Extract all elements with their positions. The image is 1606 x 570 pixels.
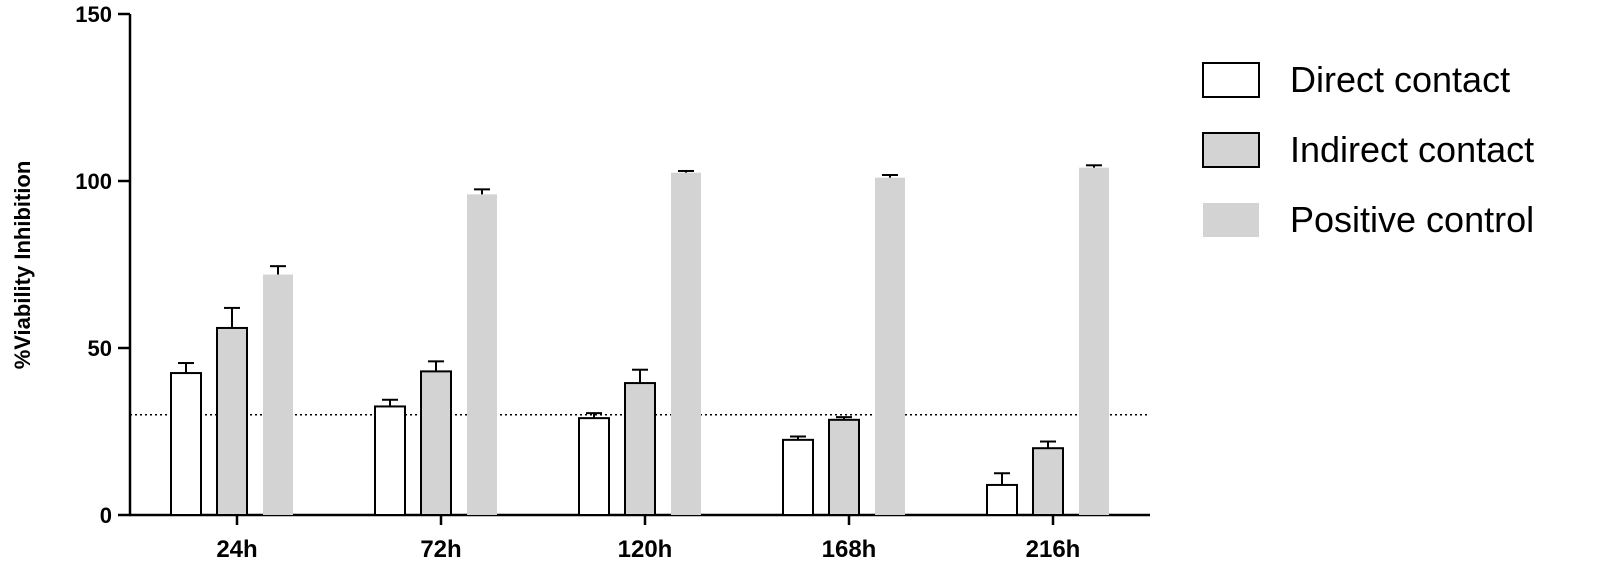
legend-swatch bbox=[1202, 132, 1260, 168]
x-tick-label: 168h bbox=[822, 536, 877, 563]
legend-label: Indirect contact bbox=[1290, 129, 1534, 170]
bar-positive-control bbox=[671, 172, 701, 515]
legend-label: Positive control bbox=[1290, 199, 1534, 240]
y-tick-label: 100 bbox=[75, 169, 112, 194]
bar-direct-contact bbox=[782, 438, 814, 517]
legend-swatch bbox=[1203, 203, 1259, 237]
legend-swatch bbox=[1202, 62, 1260, 98]
bar-direct-contact bbox=[578, 417, 610, 517]
bar-indirect-contact bbox=[420, 370, 452, 516]
x-tick-label: 216h bbox=[1026, 536, 1081, 563]
bar-direct-contact bbox=[170, 372, 202, 516]
y-axis-label: %Viability Inhibition bbox=[10, 161, 35, 370]
bar-direct-contact bbox=[986, 483, 1018, 517]
y-tick-label: 0 bbox=[100, 503, 112, 528]
bar-positive-control bbox=[263, 274, 293, 515]
y-tick-label: 150 bbox=[75, 2, 112, 27]
bar-direct-contact bbox=[374, 405, 406, 517]
x-tick-label: 24h bbox=[216, 536, 257, 563]
bar-indirect-contact bbox=[216, 326, 248, 516]
legend-label: Direct contact bbox=[1290, 59, 1510, 100]
y-tick-labels: 0 50 100 150 bbox=[75, 2, 112, 528]
x-tick-label: 72h bbox=[420, 536, 461, 563]
bar-positive-control bbox=[1079, 167, 1109, 515]
legend: Direct contact Indirect contact Positive c… bbox=[1202, 59, 1534, 240]
bar-positive-control bbox=[875, 177, 905, 515]
x-tick-labels: 24h 72h 120h 168h 216h bbox=[216, 536, 1080, 563]
bar-indirect-contact bbox=[624, 382, 656, 516]
x-tick-label: 120h bbox=[618, 536, 673, 563]
bars bbox=[170, 164, 1109, 517]
bar-indirect-contact bbox=[1032, 447, 1064, 517]
bar-positive-control bbox=[467, 194, 497, 516]
y-tick-label: 50 bbox=[88, 336, 112, 361]
bar-indirect-contact bbox=[828, 418, 860, 516]
